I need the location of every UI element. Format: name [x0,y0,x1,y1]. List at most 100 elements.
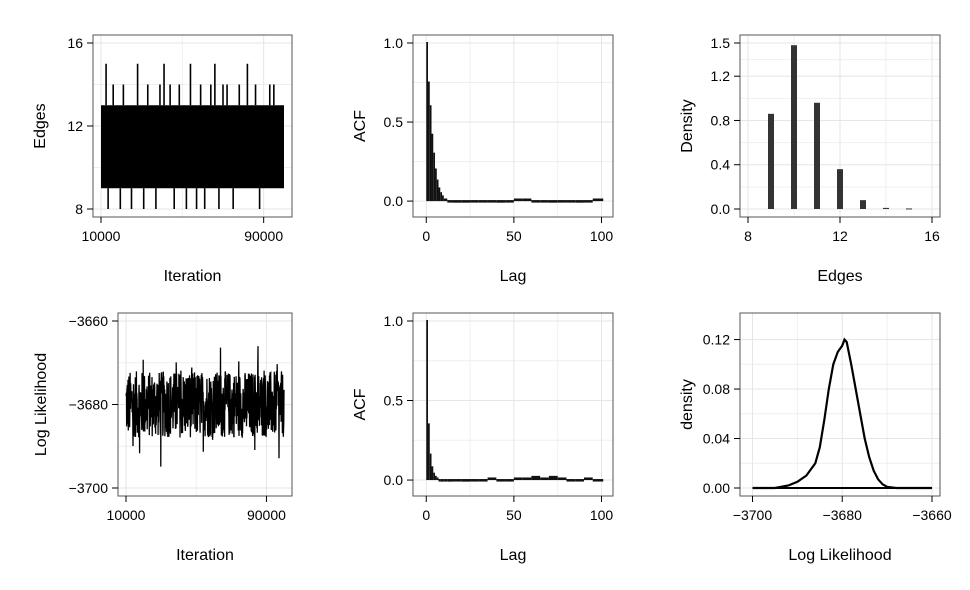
acf-bar [435,475,437,481]
acf-bar [566,200,576,203]
acf-bar [461,479,471,482]
acf-bar [428,423,430,481]
panel-density-loglik: −3700 −3680 −3660 0.00 0.04 0.08 0.12 Log Likel… [679,312,952,564]
x-tick-label: 100 [590,228,614,244]
acf-bar [436,477,439,481]
y-tick-label: 8 [75,201,83,217]
acf-bar [601,198,604,202]
x-tick-label: −3700 [733,507,773,523]
acf-bar [426,320,429,481]
x-axis-title: Edges [817,268,862,285]
x-tick-label: 90000 [247,507,286,523]
y-tick-label: 0.00 [703,480,730,496]
x-tick-label: 50 [506,228,522,244]
acf-bar [440,479,444,482]
acf-bar [557,200,567,203]
acf-bar [531,200,541,203]
acf-bar [575,479,584,482]
density-curve [752,337,932,490]
acf-bar [429,453,432,481]
acf-bar [601,479,604,482]
y-axis-title: Log Likelihood [33,353,50,456]
y-tick-label: 1.2 [711,68,731,84]
acf-bar [447,200,453,203]
acf-bar [447,479,453,482]
acf-bar [592,479,602,482]
histogram-bar [883,207,889,209]
x-tick-label: 16 [924,228,940,244]
acf-bar [438,187,441,202]
acf-bar [548,200,558,203]
acf-bar [540,477,549,481]
y-axis-title: ACF [352,388,369,420]
acf-bar [575,200,584,203]
x-tick-label: 100 [590,507,614,523]
panel-frame [412,34,614,218]
y-tick-label: −3660 [69,313,109,329]
panel-acf-edges: 0 50 100 0.0 0.5 1.0 Lag ACF [352,34,614,285]
acf-bar [496,479,506,482]
x-tick-label: 10000 [82,228,121,244]
acf-bar [592,198,602,202]
acf-bar [487,477,497,481]
x-tick-label: −3660 [912,507,952,523]
panel-trace-loglik: 10000 90000 −3700 −3680 −3660 Iteration Log Li… [33,312,293,564]
acf-bar [440,192,443,202]
y-tick-label: 1.5 [711,35,731,51]
acf-bar [566,479,576,482]
histogram-bar [814,102,820,209]
y-tick-label: 0.12 [703,332,730,348]
y-tick-label: −3680 [69,397,109,413]
y-tick-label: 1.0 [384,35,404,51]
acf-bar [505,479,514,482]
x-tick-label: 0 [422,507,430,523]
histogram-bar [906,208,912,210]
acf-bar [540,200,549,203]
acf-bar [470,200,479,203]
acf-bar [433,472,436,481]
acf-bar [443,198,448,202]
y-tick-label: 0.0 [711,201,731,217]
acf-bar [435,168,437,202]
y-tick-label: 0.5 [384,393,404,409]
acf-bar [513,198,523,202]
trace-band [101,105,284,189]
y-tick-label: 16 [67,35,83,51]
acf-bar [583,477,593,481]
x-axis-title: Lag [500,268,527,285]
y-tick-label: 1.0 [384,313,404,329]
x-tick-label: 12 [832,228,848,244]
acf-bar [522,477,532,481]
x-axis-title: Log Likelihood [788,547,891,564]
acf-bar [531,475,541,481]
y-tick-label: 0.0 [384,472,404,488]
acf-bar [461,200,471,203]
x-axis-title: Lag [500,547,527,564]
x-tick-label: 90000 [244,228,283,244]
y-axis-title: Edges [32,103,49,148]
acf-bar [443,479,448,482]
acf-bar [442,195,444,202]
histogram-bar [837,169,843,209]
acf-bar [431,133,434,202]
y-tick-label: −3700 [69,480,109,496]
acf-bar [428,81,430,202]
acf-bar [478,200,488,203]
acf-bar [583,200,593,203]
x-axis-title: Iteration [164,268,222,285]
acf-bar [548,475,558,481]
y-tick-label: 0.5 [384,114,404,130]
panel-frame [412,312,614,497]
x-tick-label: 10000 [107,507,146,523]
acf-bar [470,479,479,482]
panel-hist-edges: 8 12 16 0.0 0.4 0.8 1.2 1.5 Edges Density [679,34,941,285]
y-tick-label: 0.04 [703,431,730,447]
histogram-bar [768,113,774,209]
y-tick-label: 0.08 [703,381,730,397]
acf-bar [478,479,488,482]
x-tick-label: 0 [422,228,430,244]
y-tick-label: 0.4 [711,157,731,173]
y-axis-title: density [679,379,696,430]
y-axis-title: Density [679,99,696,152]
acf-bar [438,479,441,482]
